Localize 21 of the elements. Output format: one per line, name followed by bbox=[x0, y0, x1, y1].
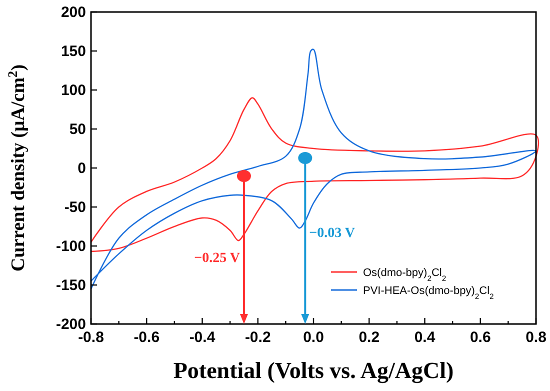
y-tick-label: 0 bbox=[78, 160, 86, 177]
x-tick-label: -0.6 bbox=[134, 329, 160, 346]
y-tick-label: 200 bbox=[60, 4, 86, 21]
y-tick-label: -50 bbox=[64, 199, 86, 216]
legend-label: PVI-HEA-Os(dmo-bpy)$_{2}$Cl$_{2}$ bbox=[363, 285, 494, 300]
x-tick-label: -0.2 bbox=[244, 329, 271, 346]
y-tick-label: 50 bbox=[69, 121, 86, 138]
x-axis-title: Potential (Volts vs. Ag/AgCl) bbox=[173, 358, 454, 384]
legend-label: Os(dmo-bpy)$_{2}$Cl$_{2}$ bbox=[363, 267, 446, 282]
x-tick-label: 0.2 bbox=[358, 329, 380, 346]
y-tick-label: -100 bbox=[56, 238, 86, 255]
y-tick-label: 100 bbox=[60, 82, 86, 99]
x-tick-label: 0.8 bbox=[526, 329, 546, 346]
x-tick-label: -0.4 bbox=[189, 329, 216, 346]
y-tick-label: 150 bbox=[60, 43, 86, 60]
y-tick-label: -150 bbox=[56, 277, 86, 294]
ref-line-label: −0.25 V bbox=[194, 251, 240, 266]
x-tick-label: 0.6 bbox=[470, 329, 491, 346]
ref-line-label: −0.03 V bbox=[309, 226, 355, 241]
x-tick-label: 0.0 bbox=[303, 329, 324, 346]
x-tick-label: 0.4 bbox=[414, 329, 436, 346]
